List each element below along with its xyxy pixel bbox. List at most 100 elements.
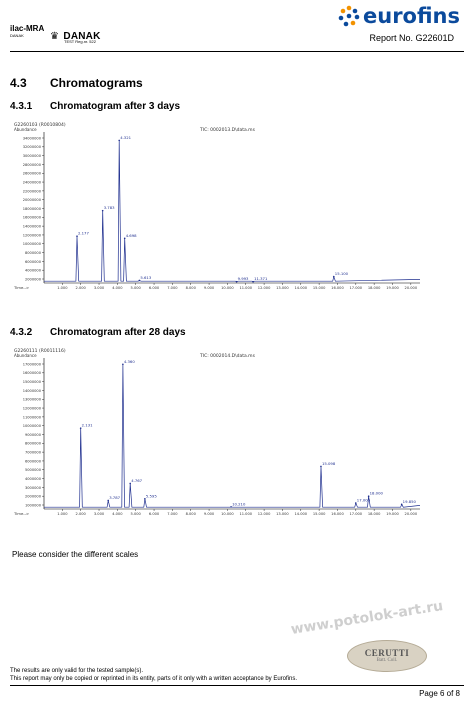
x-tick-label: 9.000 xyxy=(204,512,215,516)
chromatogram-3-days-plot: G2260103 (R0010804)Abundance TIC: 0002013… xyxy=(13,122,421,290)
ilac-logo-text: ilac-MRA xyxy=(10,24,45,33)
subsection-title: Chromatogram after 3 days xyxy=(50,101,181,112)
y-tick-label: 26000000 xyxy=(23,172,42,176)
danak-logo-text: DANAK xyxy=(63,31,101,42)
section-title: Chromatograms xyxy=(50,76,143,90)
peak-marker xyxy=(138,279,141,282)
ilac-mra-logo: ilac-MRA DANAK xyxy=(10,24,46,46)
peak-marker xyxy=(79,427,82,429)
peak-marker xyxy=(76,235,78,237)
x-tick-label: 10.000 xyxy=(221,512,234,516)
y-tick-label: 14000000 xyxy=(23,389,42,393)
peak-marker xyxy=(252,280,254,283)
x-tick-label: 2.000 xyxy=(76,286,87,290)
x-tick-label: 14.000 xyxy=(294,286,307,290)
danak-logo: ♛ DANAK TEST Reg.nr. 522 xyxy=(50,26,101,44)
footer-divider xyxy=(10,685,464,686)
sample-id: G2260103 (R0010804) xyxy=(14,122,66,128)
footer-copy-note: This report may only be copied or reprin… xyxy=(10,676,298,682)
report-number: Report No. G22601D xyxy=(369,33,454,43)
x-tick-label: 11.000 xyxy=(239,286,252,290)
y-axis-label: Abundance xyxy=(14,353,37,358)
y-tick-label: 10000000 xyxy=(23,424,42,428)
x-tick-label: 11.000 xyxy=(239,512,252,516)
x-tick-label: 20.000 xyxy=(405,286,418,290)
y-tick-label: 28000000 xyxy=(23,163,42,167)
eurofins-logo: eurofins xyxy=(338,4,460,28)
x-tick-label: 6.000 xyxy=(149,512,160,516)
x-tick-label: 6.000 xyxy=(149,286,160,290)
peak-marker xyxy=(107,499,109,502)
y-tick-label: 8000000 xyxy=(25,251,42,255)
y-tick-label: 2000000 xyxy=(25,277,42,281)
peak-marker xyxy=(235,280,238,283)
x-tick-label: 1.000 xyxy=(57,512,68,516)
y-tick-label: 4000000 xyxy=(25,477,42,481)
peak-label: 4.360 xyxy=(124,359,135,364)
x-tick-label: 10.000 xyxy=(221,286,234,290)
x-tick-label: 3.000 xyxy=(94,286,105,290)
x-tick-label: 5.000 xyxy=(131,512,142,516)
y-axis-label: Abundance xyxy=(14,127,37,132)
x-axis-label: Time--> xyxy=(13,285,29,290)
peak-marker xyxy=(367,495,370,498)
y-tick-label: 17000000 xyxy=(23,362,42,366)
y-tick-label: 1000000 xyxy=(25,503,42,507)
peak-label: 18.000 xyxy=(370,491,384,496)
y-tick-label: 9000000 xyxy=(25,433,42,437)
x-tick-label: 12.000 xyxy=(258,512,271,516)
y-tick-label: 5000000 xyxy=(25,468,42,472)
subsection-heading-1: 4.3.1 Chromatogram after 3 days xyxy=(10,101,180,112)
peak-label: 19.850 xyxy=(403,499,417,504)
y-tick-label: 16000000 xyxy=(23,216,42,220)
y-tick-label: 4000000 xyxy=(25,269,42,273)
peak-marker xyxy=(123,237,126,240)
y-tick-label: 2000000 xyxy=(25,495,42,499)
y-tick-label: 12000000 xyxy=(23,233,42,237)
x-tick-label: 19.000 xyxy=(386,286,399,290)
peak-label: 17.000 xyxy=(357,498,371,503)
x-tick-label: 18.000 xyxy=(368,512,381,516)
x-tick-label: 7.000 xyxy=(167,286,178,290)
peak-marker xyxy=(230,506,232,508)
scale-note: Please consider the different scales xyxy=(12,550,139,559)
y-tick-label: 15000000 xyxy=(23,380,42,384)
y-tick-label: 32000000 xyxy=(23,145,42,149)
eurofins-wordmark: eurofins xyxy=(363,4,460,28)
x-tick-label: 8.000 xyxy=(186,286,197,290)
x-tick-label: 4.000 xyxy=(112,512,123,516)
x-tick-label: 17.000 xyxy=(350,512,363,516)
footer-validity-note: The results are only valid for the teste… xyxy=(10,668,144,674)
x-tick-label: 16.000 xyxy=(331,286,344,290)
y-tick-label: 11000000 xyxy=(23,415,42,419)
chromatogram-3-days: G2260103 (R0010804) Abundance TIC: 0002013… xyxy=(12,120,424,296)
stamp-name: CERUTTI xyxy=(364,648,410,658)
crown-icon: ♛ xyxy=(50,31,59,42)
x-axis-label: Time--> xyxy=(13,511,29,516)
trace-label: TIC: 0002013.D\data.ms xyxy=(199,127,256,133)
y-tick-label: 22000000 xyxy=(23,189,42,193)
header-divider xyxy=(10,51,464,52)
peak-marker xyxy=(332,275,335,278)
y-tick-label: 14000000 xyxy=(23,225,42,229)
section-heading: 4.3 Chromatograms xyxy=(10,76,143,90)
x-tick-label: 16.000 xyxy=(331,512,344,516)
peak-label: 3.787 xyxy=(109,495,120,500)
x-tick-label: 12.000 xyxy=(258,286,271,290)
peak-label: 4.767 xyxy=(131,478,142,483)
peak-label: 2.177 xyxy=(78,231,89,236)
x-tick-label: 15.000 xyxy=(313,286,326,290)
x-tick-label: 7.000 xyxy=(167,512,178,516)
peak-label: 11.371 xyxy=(254,276,268,281)
y-tick-label: 34000000 xyxy=(23,136,42,140)
peak-label: 15.100 xyxy=(335,271,349,276)
y-tick-label: 6000000 xyxy=(25,459,42,463)
stamp-sub: Batt. Coll. xyxy=(376,658,398,663)
peak-label: 5.595 xyxy=(146,493,157,498)
y-tick-label: 20000000 xyxy=(23,198,42,202)
x-tick-label: 5.000 xyxy=(131,286,142,290)
x-tick-label: 13.000 xyxy=(276,512,289,516)
peak-label: 10.210 xyxy=(232,501,246,506)
sample-id: G2260111 (R0011116) xyxy=(14,348,66,354)
x-tick-label: 8.000 xyxy=(186,512,197,516)
